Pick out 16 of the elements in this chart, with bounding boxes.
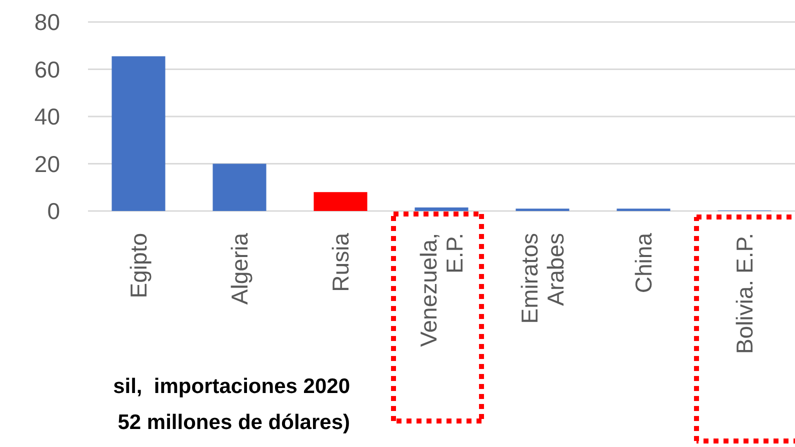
x-tick-label: Venezuela, E.P. (416, 233, 468, 347)
x-tick-label: Emiratos Arabes (516, 233, 569, 324)
x-tick-label: Rusia (328, 232, 354, 292)
x-tick-label: Bolivia. E.P. (732, 233, 758, 354)
x-tick-label: China (630, 232, 657, 294)
y-tick-label: 20 (34, 150, 60, 177)
y-tick-label: 0 (47, 198, 60, 224)
y-tick-label: 40 (34, 104, 60, 130)
y-tick-label: 60 (34, 56, 60, 82)
bar (112, 56, 166, 211)
x-tick-label: Algeria (226, 232, 253, 305)
x-tick-label: Egipto (126, 233, 152, 298)
bar (212, 164, 266, 211)
bar (314, 192, 368, 211)
text: sil, importaciones 2020 52 millones de dólares) (113, 375, 350, 434)
y-tick-label: 80 (34, 9, 60, 36)
